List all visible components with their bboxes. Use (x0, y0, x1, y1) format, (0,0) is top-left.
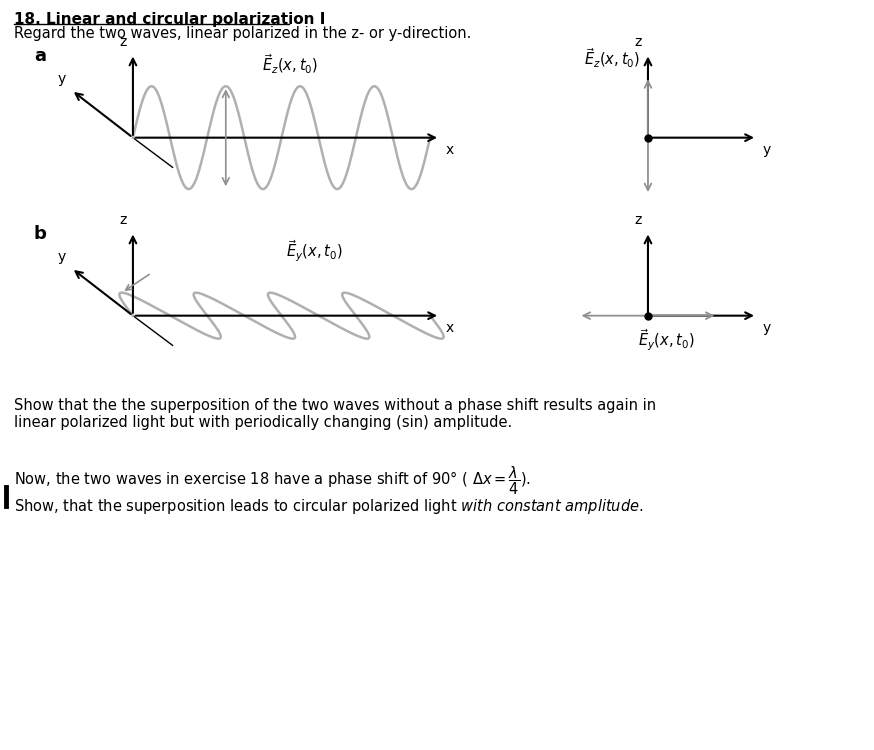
Text: a: a (34, 46, 45, 64)
Text: y: y (58, 251, 66, 264)
Text: y: y (763, 320, 771, 334)
Text: $\vec{E}_y(x,t_0)$: $\vec{E}_y(x,t_0)$ (287, 238, 343, 264)
Text: x: x (446, 320, 454, 334)
Text: 18. Linear and circular polarization I: 18. Linear and circular polarization I (14, 12, 325, 27)
Text: z: z (635, 34, 642, 49)
Text: Regard the two waves, linear polarized in the z- or y-direction.: Regard the two waves, linear polarized i… (14, 26, 471, 41)
Text: x: x (446, 142, 454, 157)
Text: $\vec{E}_y(x,t_0)$: $\vec{E}_y(x,t_0)$ (638, 328, 695, 353)
Text: $\vec{E}_z(x,t_0)$: $\vec{E}_z(x,t_0)$ (584, 47, 640, 70)
Text: linear polarized light but with periodically changing (sin) amplitude.: linear polarized light but with periodic… (14, 415, 512, 430)
Text: z: z (120, 34, 127, 49)
Text: y: y (58, 72, 66, 86)
Text: Show, that the superposition leads to circular polarized light $\mathit{with\ co: Show, that the superposition leads to ci… (14, 496, 644, 516)
Text: b: b (34, 225, 46, 243)
Text: Show that the the superposition of the two waves without a phase shift results a: Show that the the superposition of the t… (14, 398, 656, 412)
Text: z: z (635, 213, 642, 226)
Text: y: y (763, 142, 771, 157)
Text: z: z (120, 213, 127, 226)
Text: $\vec{E}_z(x,t_0)$: $\vec{E}_z(x,t_0)$ (261, 53, 318, 76)
Text: Now, the two waves in exercise 18 have a phase shift of 90° ( $\Delta x = \dfrac: Now, the two waves in exercise 18 have a… (14, 464, 531, 496)
